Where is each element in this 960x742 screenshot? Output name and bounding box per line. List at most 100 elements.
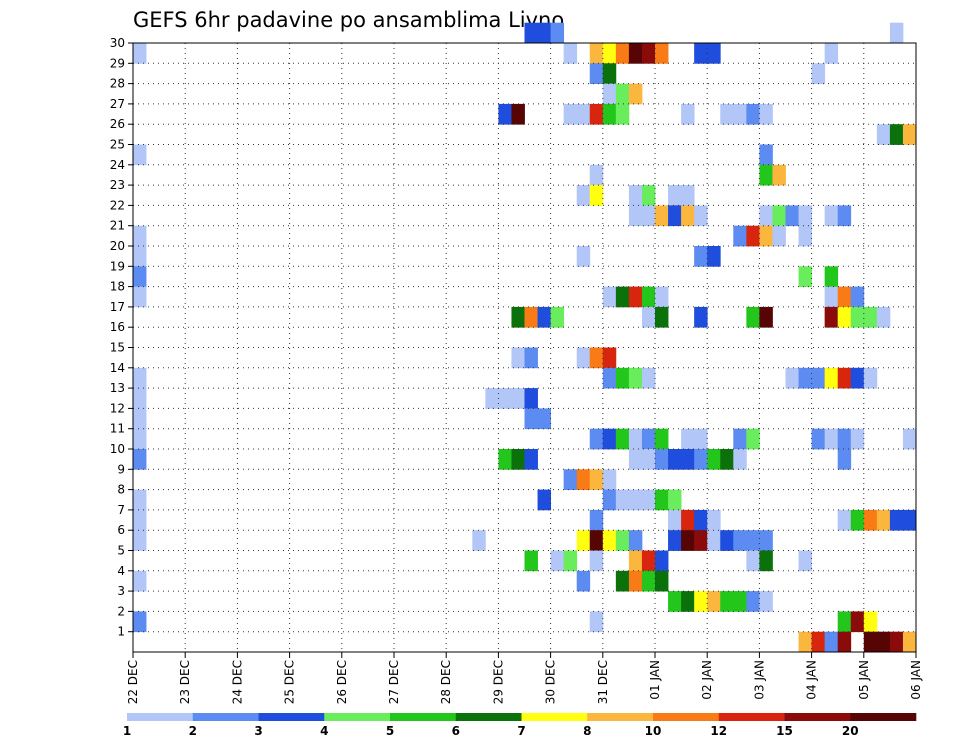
colorbar-tick-label: 15 — [776, 724, 793, 738]
heatmap-cell — [850, 286, 865, 308]
heatmap-cell — [602, 489, 617, 511]
heatmap-cell — [641, 43, 656, 64]
heatmap-cell — [524, 347, 538, 369]
heatmap-cell — [720, 530, 734, 551]
heatmap-cell — [641, 449, 656, 470]
heatmap-cell — [798, 550, 812, 572]
heatmap-cell — [550, 550, 565, 572]
heatmap-cell — [641, 550, 656, 572]
heatmap-cell — [863, 611, 878, 633]
y-tick-label: 14 — [110, 361, 125, 375]
heatmap-cell — [720, 449, 734, 470]
heatmap-cell — [655, 286, 669, 308]
heatmap-cell — [759, 164, 773, 186]
heatmap-cell — [498, 103, 512, 125]
heatmap-cell — [850, 428, 865, 450]
heatmap-cell — [628, 530, 643, 551]
y-tick-label: 28 — [110, 77, 125, 91]
heatmap-cell — [798, 631, 812, 653]
colorbar-segment — [127, 713, 194, 721]
heatmap-cell — [589, 611, 604, 633]
y-tick-label: 4 — [117, 564, 125, 578]
heatmap-cell — [785, 205, 799, 227]
heatmap-cell — [524, 408, 538, 430]
heatmap-cell — [602, 63, 617, 84]
heatmap-cell — [681, 530, 695, 551]
heatmap-cell — [681, 428, 695, 450]
heatmap-cell — [498, 449, 512, 470]
heatmap-cell — [746, 591, 760, 612]
heatmap-cell — [837, 286, 852, 308]
heatmap-cell — [537, 22, 551, 44]
heatmap-cell — [615, 43, 630, 64]
heatmap-cell — [902, 124, 917, 145]
heatmap-cell — [837, 509, 852, 531]
heatmap-cell — [589, 164, 604, 186]
colorbar-tick-label: 10 — [645, 724, 662, 738]
y-axis-ticks: 1234567891011121314151617181920212223242… — [110, 36, 133, 639]
colorbar-tick-label: 6 — [452, 724, 460, 738]
heatmap-cell — [824, 631, 839, 653]
heatmap-cell — [863, 509, 878, 531]
heatmap-cell — [694, 246, 708, 267]
heatmap-cell — [681, 509, 695, 531]
heatmap-cell — [511, 388, 525, 409]
heatmap-cell — [472, 530, 486, 551]
y-tick-label: 16 — [110, 320, 125, 334]
heatmap-cell — [524, 306, 538, 328]
heatmap-cell — [889, 509, 904, 531]
x-tick-label: 30 DEC — [544, 660, 558, 704]
y-tick-label: 9 — [117, 462, 125, 476]
heatmap-cell — [655, 205, 669, 227]
heatmap-cell — [615, 570, 630, 592]
heatmap-cell — [902, 509, 917, 531]
heatmap-cell — [707, 43, 721, 64]
y-tick-label: 7 — [117, 503, 125, 517]
y-tick-label: 19 — [110, 259, 125, 273]
heatmap-cell — [733, 591, 747, 612]
heatmap-cell — [876, 306, 891, 328]
heatmap-cell — [133, 428, 147, 450]
heatmap-cell — [589, 428, 604, 450]
heatmap-cell — [615, 367, 630, 389]
heatmap-cell — [707, 530, 721, 551]
heatmap-cell — [589, 530, 604, 551]
heatmap-cell — [759, 306, 773, 328]
y-tick-label: 8 — [117, 483, 125, 497]
heatmap-cell — [681, 185, 695, 206]
heatmap-cell — [889, 22, 904, 44]
y-tick-label: 13 — [110, 381, 125, 395]
heatmap-cell — [655, 449, 669, 470]
heatmap-cell — [537, 408, 551, 430]
heatmap-cell — [628, 185, 643, 206]
heatmap-cell — [759, 103, 773, 125]
colorbar-tick-label: 8 — [583, 724, 591, 738]
heatmap-cell — [889, 631, 904, 653]
heatmap-cell — [133, 530, 147, 551]
heatmap-cell — [759, 144, 773, 166]
heatmap-cell — [733, 103, 747, 125]
heatmap-cell — [133, 509, 147, 531]
heatmap-cell — [837, 611, 852, 633]
heatmap-cell — [524, 550, 538, 572]
heatmap-cell — [628, 550, 643, 572]
heatmap-cell — [563, 43, 578, 64]
heatmap-cell — [772, 164, 786, 186]
colorbar-segment — [258, 713, 325, 721]
heatmap-cell — [889, 124, 904, 145]
heatmap-cells — [133, 22, 917, 653]
heatmap-cell — [746, 103, 760, 125]
heatmap-cell — [524, 22, 538, 44]
heatmap-cell — [863, 631, 878, 653]
x-tick-label: 28 DEC — [439, 660, 453, 704]
heatmap-cell — [602, 428, 617, 450]
heatmap-cell — [876, 509, 891, 531]
heatmap-cell — [655, 43, 669, 64]
heatmap-cell — [824, 286, 839, 308]
heatmap-cell — [641, 286, 656, 308]
heatmap-cell — [641, 489, 656, 511]
heatmap-cell — [785, 367, 799, 389]
heatmap-cell — [824, 428, 839, 450]
x-tick-label: 24 DEC — [230, 660, 244, 704]
